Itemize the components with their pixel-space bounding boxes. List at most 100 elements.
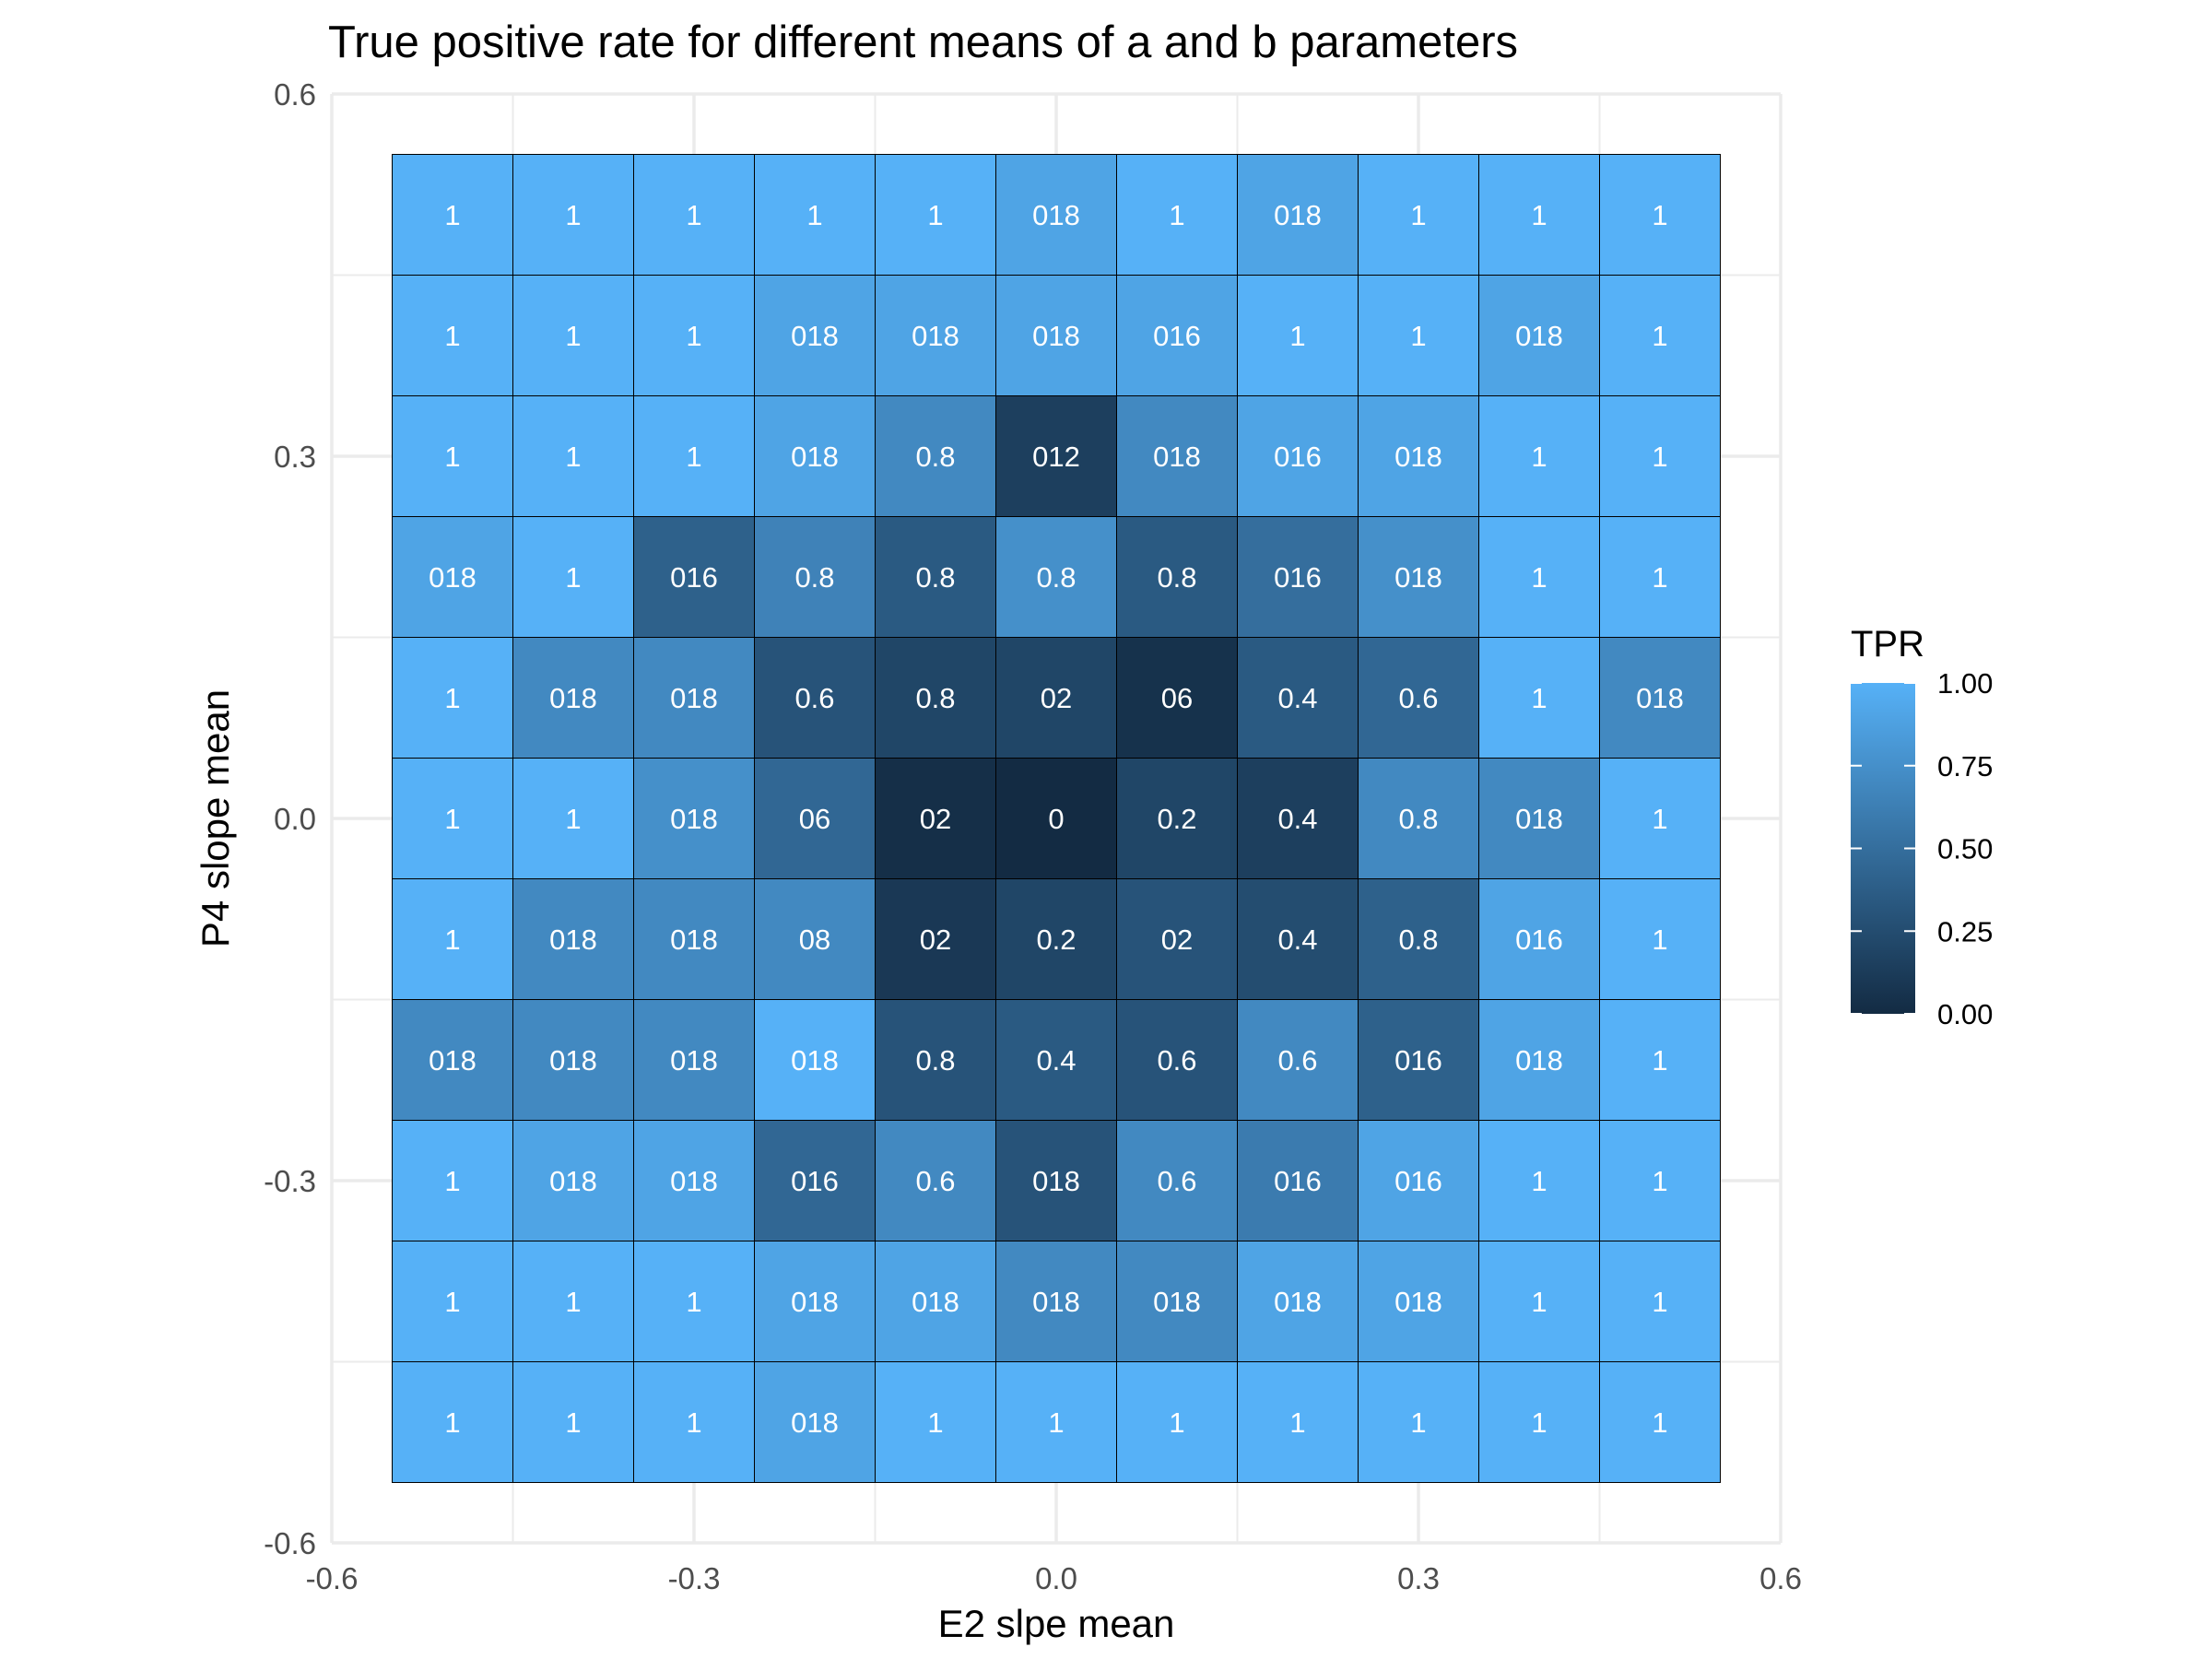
x-tick-label: 0.0	[1035, 1561, 1077, 1595]
cell-label: 0.8	[1157, 561, 1196, 594]
heatmap-cell	[633, 275, 755, 396]
cell-label: 1	[444, 199, 460, 231]
heatmap-cell	[633, 395, 755, 517]
heatmap-cell	[512, 878, 634, 1000]
heatmap-cell	[392, 878, 513, 1000]
cell-label: 018	[429, 561, 477, 594]
cell-label: 018	[1032, 1286, 1080, 1318]
cell-label: 1	[444, 924, 460, 956]
heatmap-cell	[392, 395, 513, 517]
cell-label: 016	[1515, 924, 1563, 956]
cell-label: 1	[444, 441, 460, 473]
heatmap-cell	[875, 275, 996, 396]
cell-label: 1	[1652, 1406, 1667, 1439]
y-tick-label: -0.6	[264, 1526, 316, 1560]
heatmap-cell-labels: 1 1 1 1 1 018 1 018 1 1 1 1 1 1 018 018 018 016 1 1 018 1 1 1 1 0…	[429, 199, 1684, 1439]
heatmap-cell	[512, 999, 634, 1121]
legend-tick-label: 0.50	[1937, 833, 1993, 865]
cell-label: 1	[1531, 1286, 1547, 1318]
heatmap-cell	[995, 275, 1117, 396]
cell-label: 1	[1169, 1406, 1184, 1439]
cell-label: 1	[1531, 441, 1547, 473]
heatmap-cell	[995, 999, 1117, 1121]
heatmap-cell	[995, 878, 1117, 1000]
cell-label: 1	[1652, 803, 1667, 835]
heatmap-cell	[1237, 154, 1359, 276]
cell-label: 018	[1274, 1286, 1322, 1318]
heatmap-cell	[1358, 1120, 1479, 1241]
cell-label: 0.6	[1398, 682, 1438, 714]
cell-label: 06	[1161, 682, 1193, 714]
heatmap-cell	[512, 637, 634, 759]
heatmap-cell	[875, 758, 996, 879]
cell-label: 018	[670, 1165, 718, 1197]
cell-label: 0.4	[1277, 924, 1317, 956]
y-tick-label: 0.3	[274, 440, 316, 474]
cell-label: 018	[791, 441, 839, 473]
cell-label: 1	[1289, 320, 1305, 352]
cell-label: 1	[1531, 682, 1547, 714]
cell-label: 1	[565, 441, 581, 473]
heatmap-cell	[754, 1361, 876, 1483]
cell-label: 1	[686, 320, 701, 352]
heatmap-cell	[1116, 758, 1238, 879]
cell-label: 016	[1153, 320, 1201, 352]
heatmap-cell	[1237, 758, 1359, 879]
heatmap-cell	[633, 1241, 755, 1362]
cell-label: 1	[1048, 1406, 1064, 1439]
cell-label: 0.2	[1036, 924, 1076, 956]
cell-label: 1	[565, 1286, 581, 1318]
cell-label: 018	[1274, 199, 1322, 231]
cell-label: 018	[549, 924, 597, 956]
cell-label: 02	[1161, 924, 1193, 956]
cell-label: 1	[444, 1286, 460, 1318]
cell-label: 018	[549, 682, 597, 714]
cell-label: 018	[670, 803, 718, 835]
cell-label: 1	[565, 1406, 581, 1439]
x-tick-label: -0.3	[668, 1561, 721, 1595]
cell-label: 1	[806, 199, 822, 231]
heatmap-cell	[633, 758, 755, 879]
cell-label: 1	[1652, 441, 1667, 473]
cell-label: 1	[686, 1406, 701, 1439]
heatmap-cell	[1237, 1241, 1359, 1362]
cell-label: 0	[1048, 803, 1064, 835]
cell-label: 0.4	[1036, 1044, 1076, 1077]
cell-label: 1	[565, 320, 581, 352]
heatmap-cell	[875, 1241, 996, 1362]
heatmap-cell	[392, 1241, 513, 1362]
cell-label: 018	[1153, 1286, 1201, 1318]
cell-label: 018	[549, 1044, 597, 1077]
heatmap-cell	[1599, 154, 1721, 276]
cell-label: 016	[1274, 561, 1322, 594]
heatmap-cell	[1358, 1361, 1479, 1483]
heatmap-cell	[512, 1361, 634, 1483]
heatmap-cell	[633, 516, 755, 638]
cell-label: 1	[1652, 924, 1667, 956]
heatmap-cell	[995, 637, 1117, 759]
cell-label: 1	[1652, 1286, 1667, 1318]
cell-label: 0.8	[1398, 803, 1438, 835]
heatmap-cell	[1599, 395, 1721, 517]
cell-label: 0.8	[915, 441, 955, 473]
heatmap-cell	[995, 758, 1117, 879]
cell-label: 018	[791, 1406, 839, 1439]
heatmap-cell	[1237, 878, 1359, 1000]
heatmap-cell	[1358, 999, 1479, 1121]
cell-label: 1	[444, 320, 460, 352]
heatmap-cell	[875, 637, 996, 759]
x-axis-title: E2 slpe mean	[938, 1602, 1175, 1645]
heatmap-cell	[512, 275, 634, 396]
heatmap-cell	[512, 154, 634, 276]
heatmap-cell	[1116, 637, 1238, 759]
x-tick-label: -0.6	[306, 1561, 359, 1595]
cell-label: 0.8	[1398, 924, 1438, 956]
cell-label: 1	[444, 803, 460, 835]
cell-label: 02	[1041, 682, 1072, 714]
heatmap-cell	[1237, 637, 1359, 759]
heatmap-cell	[1358, 516, 1479, 638]
heatmap-cell	[1599, 758, 1721, 879]
heatmap-cell	[1599, 516, 1721, 638]
legend-tick-label: 1.00	[1937, 667, 1993, 700]
heatmap-cell	[1116, 878, 1238, 1000]
